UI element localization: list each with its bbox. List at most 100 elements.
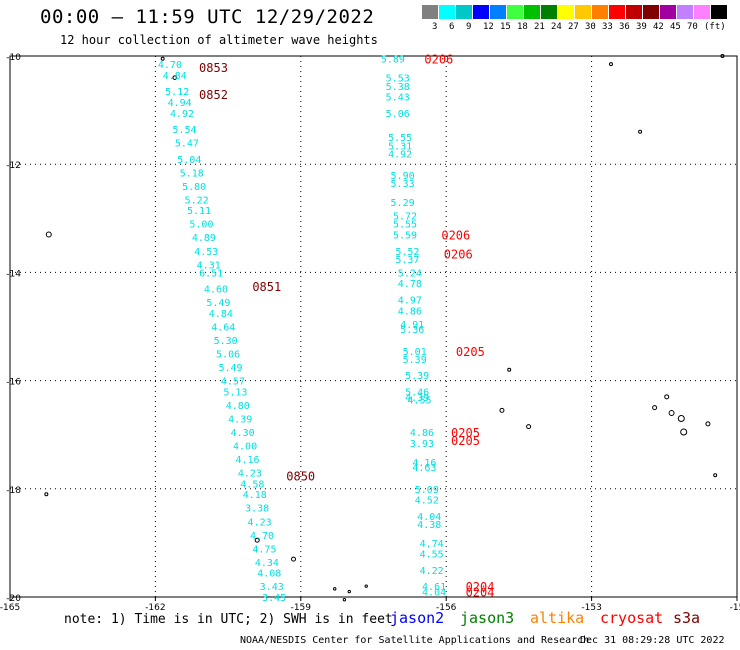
wave-height-value: 4.64 — [211, 323, 235, 334]
wave-height-value: 3.43 — [260, 582, 284, 593]
wave-height-value: 3.45 — [262, 593, 286, 604]
wave-height-value: 4.97 — [398, 295, 422, 306]
wave-height-value: 6.51 — [199, 268, 223, 279]
legend-swatch — [558, 5, 574, 19]
wave-height-value: 4.04 — [417, 512, 441, 523]
island-outline — [254, 537, 260, 543]
wave-height-value: 4.86 — [410, 428, 434, 439]
legend-label: 21 — [534, 22, 545, 32]
legend-swatch — [575, 5, 591, 19]
legend-swatch — [524, 5, 540, 19]
wave-height-value: 5.90 — [391, 171, 415, 182]
legend-swatch — [507, 5, 523, 19]
island-outline — [720, 54, 725, 58]
wave-height-value: 5.43 — [386, 93, 410, 104]
wave-height-value: 5.36 — [400, 325, 424, 336]
legend-swatch — [439, 5, 455, 19]
legend-swatch — [677, 5, 693, 19]
legend-label: 33 — [602, 22, 613, 32]
legend-label: 18 — [517, 22, 528, 32]
pass-time-label: 0851 — [252, 280, 281, 294]
wave-height-value: 4.89 — [192, 233, 216, 244]
wave-height-value: 4.55 — [420, 550, 444, 561]
wave-height-value: 4.23 — [248, 517, 272, 528]
wave-height-value: 5.31 — [388, 141, 412, 152]
wave-height-value: 4.61 — [422, 582, 446, 593]
legend-swatch — [422, 5, 438, 19]
wave-height-value: 5.11 — [187, 206, 211, 217]
x-tick-label: -165 — [0, 603, 20, 613]
legend-swatch — [490, 5, 506, 19]
wave-height-value: 5.18 — [180, 168, 204, 179]
wave-height-value: 4.39 — [405, 393, 429, 404]
wave-height-value: 5.13 — [223, 387, 247, 398]
legend-label: (ft) — [704, 22, 726, 32]
x-tick-label: -159 — [291, 603, 312, 613]
wave-height-value: 3.38 — [245, 504, 269, 515]
wave-height-value: 4.92 — [170, 109, 194, 120]
island-outline — [664, 394, 670, 400]
wave-height-value: 5.49 — [206, 298, 230, 309]
legend-swatch — [473, 5, 489, 19]
map-frame — [9, 55, 738, 598]
wave-height-value: 5.39 — [405, 371, 429, 382]
satellite-altika: altika — [530, 609, 585, 627]
wave-height-value: 5.80 — [182, 182, 206, 193]
y-tick-label: -10 — [6, 53, 21, 63]
pass-time-label: 0205 — [451, 426, 480, 440]
island-outline — [342, 598, 347, 602]
island-outline — [680, 428, 688, 436]
wave-height-value: 5.12 — [165, 87, 189, 98]
pass-time-label: 0206 — [441, 229, 470, 243]
wave-height-value: 4.39 — [228, 414, 252, 425]
wave-height-value: 5.89 — [381, 55, 405, 66]
map-subtitle: 12 hour collection of altimeter wave hei… — [60, 33, 378, 47]
wave-height-value: 5.53 — [386, 74, 410, 85]
wave-height-value: 4.53 — [194, 247, 218, 258]
wave-height-value: 4.84 — [163, 71, 187, 82]
island-outline — [172, 75, 178, 80]
wave-height-value: 4.58 — [240, 479, 264, 490]
wave-height-value: 3.93 — [410, 439, 434, 450]
wave-height-value: 4.78 — [398, 279, 422, 290]
wave-height-value: 4.63 — [412, 463, 436, 474]
island-outline — [705, 421, 711, 427]
wave-height-value: 4.60 — [204, 285, 228, 296]
legend-label: 24 — [551, 22, 562, 32]
island-outline — [333, 587, 337, 591]
island-outline — [608, 62, 613, 67]
pass-time-label: 0205 — [451, 434, 480, 448]
island-outline — [652, 405, 658, 411]
wave-height-value: 4.00 — [233, 442, 257, 453]
island-outline — [44, 492, 49, 497]
wave-height-value: 5.52 — [395, 247, 419, 258]
wave-height-value: 4.70 — [158, 60, 182, 71]
pass-time-label: 0204 — [466, 586, 495, 600]
pass-time-label: 0206 — [444, 247, 473, 261]
wave-height-value: 5.04 — [177, 155, 201, 166]
wave-height-value: 4.57 — [221, 377, 245, 388]
legend-swatch — [609, 5, 625, 19]
wave-height-value: 5.38 — [386, 82, 410, 93]
island-outline — [347, 589, 351, 594]
legend-swatch — [711, 5, 727, 19]
legend-label: 36 — [619, 22, 630, 32]
wave-height-value: 4.84 — [209, 309, 233, 320]
wave-height-value: 5.29 — [391, 198, 415, 209]
wave-height-value: 4.94 — [168, 98, 192, 109]
y-tick-label: -16 — [6, 378, 21, 388]
wave-height-value: 5.49 — [218, 363, 242, 374]
satellite-jason3: jason3 — [460, 609, 515, 627]
wave-height-value: 5.09 — [415, 485, 439, 496]
pass-time-label: 0205 — [456, 345, 485, 359]
island-outline — [668, 410, 675, 417]
legend-label: 9 — [466, 22, 472, 32]
wave-height-value: 4.08 — [257, 569, 281, 580]
legend-swatch — [643, 5, 659, 19]
wave-height-value: 4.92 — [388, 149, 412, 160]
wave-height-value: 4.31 — [197, 260, 221, 271]
legend-swatch — [660, 5, 676, 19]
wave-height-value: 4.74 — [420, 539, 444, 550]
footer-note: note: 1) Time is in UTC; 2) SWH is in fe… — [64, 612, 393, 627]
